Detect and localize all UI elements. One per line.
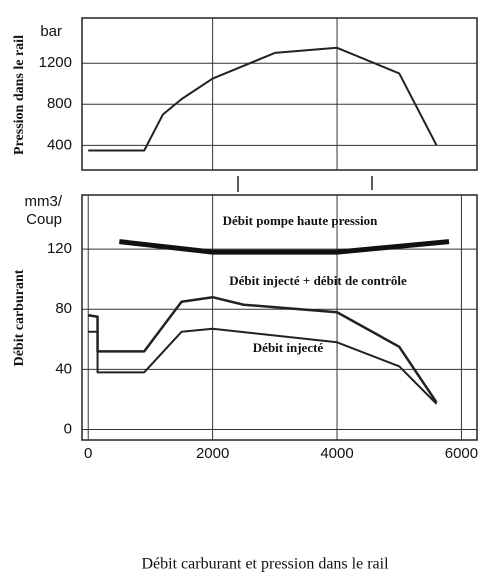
- series-label: Débit injecté + débit de contrôle: [229, 273, 407, 288]
- y-tick-label: 0: [64, 420, 72, 437]
- y-tick-label: 40: [55, 360, 72, 377]
- series-line: [88, 46, 438, 152]
- y-tick-label: 80: [55, 300, 72, 317]
- x-tick-label: 6000: [445, 445, 478, 462]
- plot-frame: [81, 17, 478, 171]
- series-line: [88, 327, 438, 405]
- y-unit: mm3/: [25, 193, 63, 210]
- y-axis-label: Débit carburant: [12, 269, 27, 366]
- y-tick-label: 800: [47, 95, 72, 112]
- x-tick-label: 4000: [320, 445, 353, 462]
- series-line: [119, 239, 450, 255]
- y-tick-label: 120: [47, 240, 72, 257]
- plot-frame: [81, 194, 478, 441]
- y-tick-label: 1200: [39, 54, 72, 71]
- series-label: Débit injecté: [253, 340, 324, 355]
- caption: Débit carburant et pression dans le rail: [141, 556, 389, 573]
- y-unit: bar: [40, 23, 62, 40]
- y-unit: Coup: [26, 211, 62, 228]
- y-axis-label: Pression dans le rail: [12, 35, 27, 155]
- series-label: Débit pompe haute pression: [223, 213, 378, 228]
- x-tick-label: 0: [84, 445, 92, 462]
- y-tick-label: 400: [47, 136, 72, 153]
- x-tick-label: 2000: [196, 445, 229, 462]
